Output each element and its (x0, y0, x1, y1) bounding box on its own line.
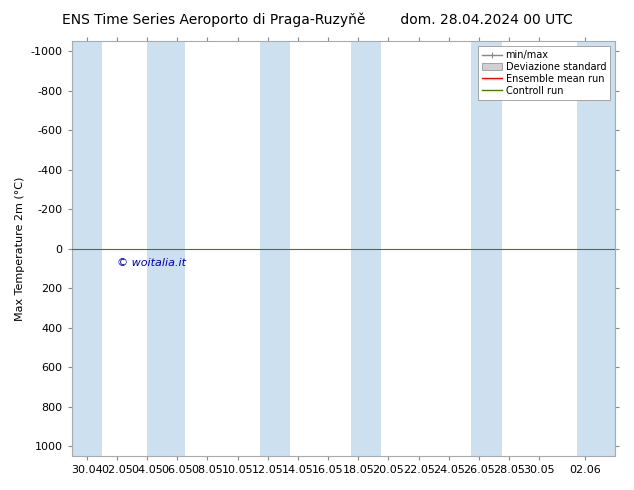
Bar (351, 41, 381, 456)
Text: © woitalia.it: © woitalia.it (117, 258, 186, 269)
Bar (577, 41, 615, 456)
Bar (472, 41, 501, 456)
Bar (260, 41, 290, 456)
Text: ENS Time Series Aeroporto di Praga-Ruzyňě        dom. 28.04.2024 00 UTC: ENS Time Series Aeroporto di Praga-Ruzyň… (61, 12, 573, 27)
Bar (147, 41, 184, 456)
Bar (72, 41, 102, 456)
Y-axis label: Max Temperature 2m (°C): Max Temperature 2m (°C) (15, 176, 25, 321)
Legend: min/max, Deviazione standard, Ensemble mean run, Controll run: min/max, Deviazione standard, Ensemble m… (479, 46, 610, 99)
